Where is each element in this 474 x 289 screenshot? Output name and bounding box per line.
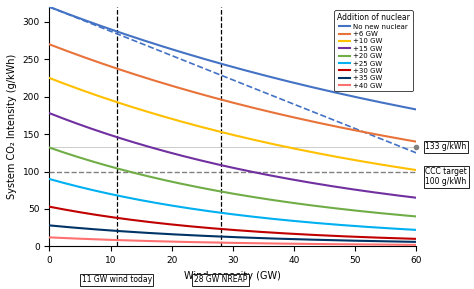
No new nuclear bbox=[265, 75, 271, 78]
+30 GW bbox=[413, 237, 419, 241]
+6 GW bbox=[265, 110, 271, 113]
+15 GW bbox=[356, 188, 361, 192]
No new nuclear bbox=[46, 5, 52, 9]
+6 GW bbox=[48, 43, 54, 47]
+15 GW bbox=[48, 112, 54, 115]
+25 GW bbox=[48, 178, 54, 181]
+30 GW bbox=[271, 231, 277, 234]
Line: +6 GW: +6 GW bbox=[49, 44, 416, 142]
+35 GW bbox=[356, 239, 361, 242]
Text: 133 g/kWh: 133 g/kWh bbox=[425, 142, 466, 151]
+30 GW bbox=[48, 205, 54, 209]
Text: 11 GW wind today: 11 GW wind today bbox=[82, 275, 152, 284]
+6 GW bbox=[413, 140, 419, 143]
+20 GW bbox=[271, 199, 277, 202]
+35 GW bbox=[264, 237, 269, 240]
X-axis label: Wind capacity (GW): Wind capacity (GW) bbox=[184, 271, 281, 281]
+25 GW bbox=[264, 216, 269, 220]
+10 GW bbox=[264, 141, 269, 144]
+15 GW bbox=[271, 174, 277, 178]
+10 GW bbox=[356, 159, 361, 162]
+20 GW bbox=[46, 146, 52, 149]
Legend: No new nuclear, +6 GW, +10 GW, +15 GW, +20 GW, +25 GW, +30 GW, +35 GW, +40 GW: No new nuclear, +6 GW, +10 GW, +15 GW, +… bbox=[334, 10, 413, 92]
+10 GW bbox=[271, 142, 277, 146]
No new nuclear bbox=[379, 101, 384, 104]
Line: +15 GW: +15 GW bbox=[49, 113, 416, 198]
+40 GW bbox=[264, 242, 269, 245]
Line: No new nuclear: No new nuclear bbox=[49, 7, 416, 110]
+20 GW bbox=[265, 198, 271, 201]
No new nuclear bbox=[48, 6, 54, 9]
+40 GW bbox=[265, 242, 271, 245]
+30 GW bbox=[356, 235, 361, 239]
+6 GW bbox=[379, 134, 384, 137]
+10 GW bbox=[46, 76, 52, 80]
+15 GW bbox=[265, 173, 271, 177]
+35 GW bbox=[48, 224, 54, 227]
+35 GW bbox=[379, 240, 384, 243]
+20 GW bbox=[356, 209, 361, 213]
+20 GW bbox=[48, 146, 54, 150]
+25 GW bbox=[271, 217, 277, 221]
+35 GW bbox=[265, 237, 271, 240]
+6 GW bbox=[46, 42, 52, 46]
+6 GW bbox=[356, 129, 361, 133]
+35 GW bbox=[413, 240, 419, 244]
+10 GW bbox=[265, 141, 271, 145]
+30 GW bbox=[46, 205, 52, 208]
No new nuclear bbox=[356, 96, 361, 99]
+25 GW bbox=[46, 177, 52, 181]
+15 GW bbox=[379, 192, 384, 195]
+35 GW bbox=[46, 224, 52, 227]
Line: +25 GW: +25 GW bbox=[49, 179, 416, 230]
+20 GW bbox=[264, 197, 269, 201]
Line: +10 GW: +10 GW bbox=[49, 78, 416, 170]
+40 GW bbox=[46, 236, 52, 239]
+25 GW bbox=[379, 226, 384, 229]
+30 GW bbox=[264, 231, 269, 234]
+25 GW bbox=[413, 228, 419, 231]
+40 GW bbox=[48, 236, 54, 239]
Y-axis label: System CO₂ Intensity (g/kWh): System CO₂ Intensity (g/kWh) bbox=[7, 54, 17, 199]
Line: +35 GW: +35 GW bbox=[49, 225, 416, 242]
+40 GW bbox=[379, 243, 384, 246]
Line: +30 GW: +30 GW bbox=[49, 207, 416, 239]
+35 GW bbox=[271, 237, 277, 240]
+10 GW bbox=[48, 77, 54, 80]
+40 GW bbox=[356, 243, 361, 246]
+6 GW bbox=[264, 109, 269, 113]
+6 GW bbox=[271, 111, 277, 114]
Text: 28 GW NREAP: 28 GW NREAP bbox=[194, 275, 247, 284]
+20 GW bbox=[379, 212, 384, 215]
Line: +40 GW: +40 GW bbox=[49, 237, 416, 245]
+15 GW bbox=[46, 112, 52, 115]
No new nuclear bbox=[271, 76, 277, 79]
+10 GW bbox=[379, 163, 384, 166]
No new nuclear bbox=[413, 108, 419, 111]
No new nuclear bbox=[264, 74, 269, 78]
+40 GW bbox=[271, 242, 277, 245]
+40 GW bbox=[413, 243, 419, 247]
+25 GW bbox=[265, 216, 271, 220]
Text: CCC target
100 g/kWh: CCC target 100 g/kWh bbox=[425, 167, 467, 186]
+15 GW bbox=[264, 173, 269, 176]
+15 GW bbox=[413, 196, 419, 199]
+30 GW bbox=[379, 236, 384, 240]
Line: +20 GW: +20 GW bbox=[49, 148, 416, 216]
+10 GW bbox=[413, 168, 419, 172]
+20 GW bbox=[413, 215, 419, 218]
+25 GW bbox=[356, 225, 361, 228]
+30 GW bbox=[265, 231, 271, 234]
